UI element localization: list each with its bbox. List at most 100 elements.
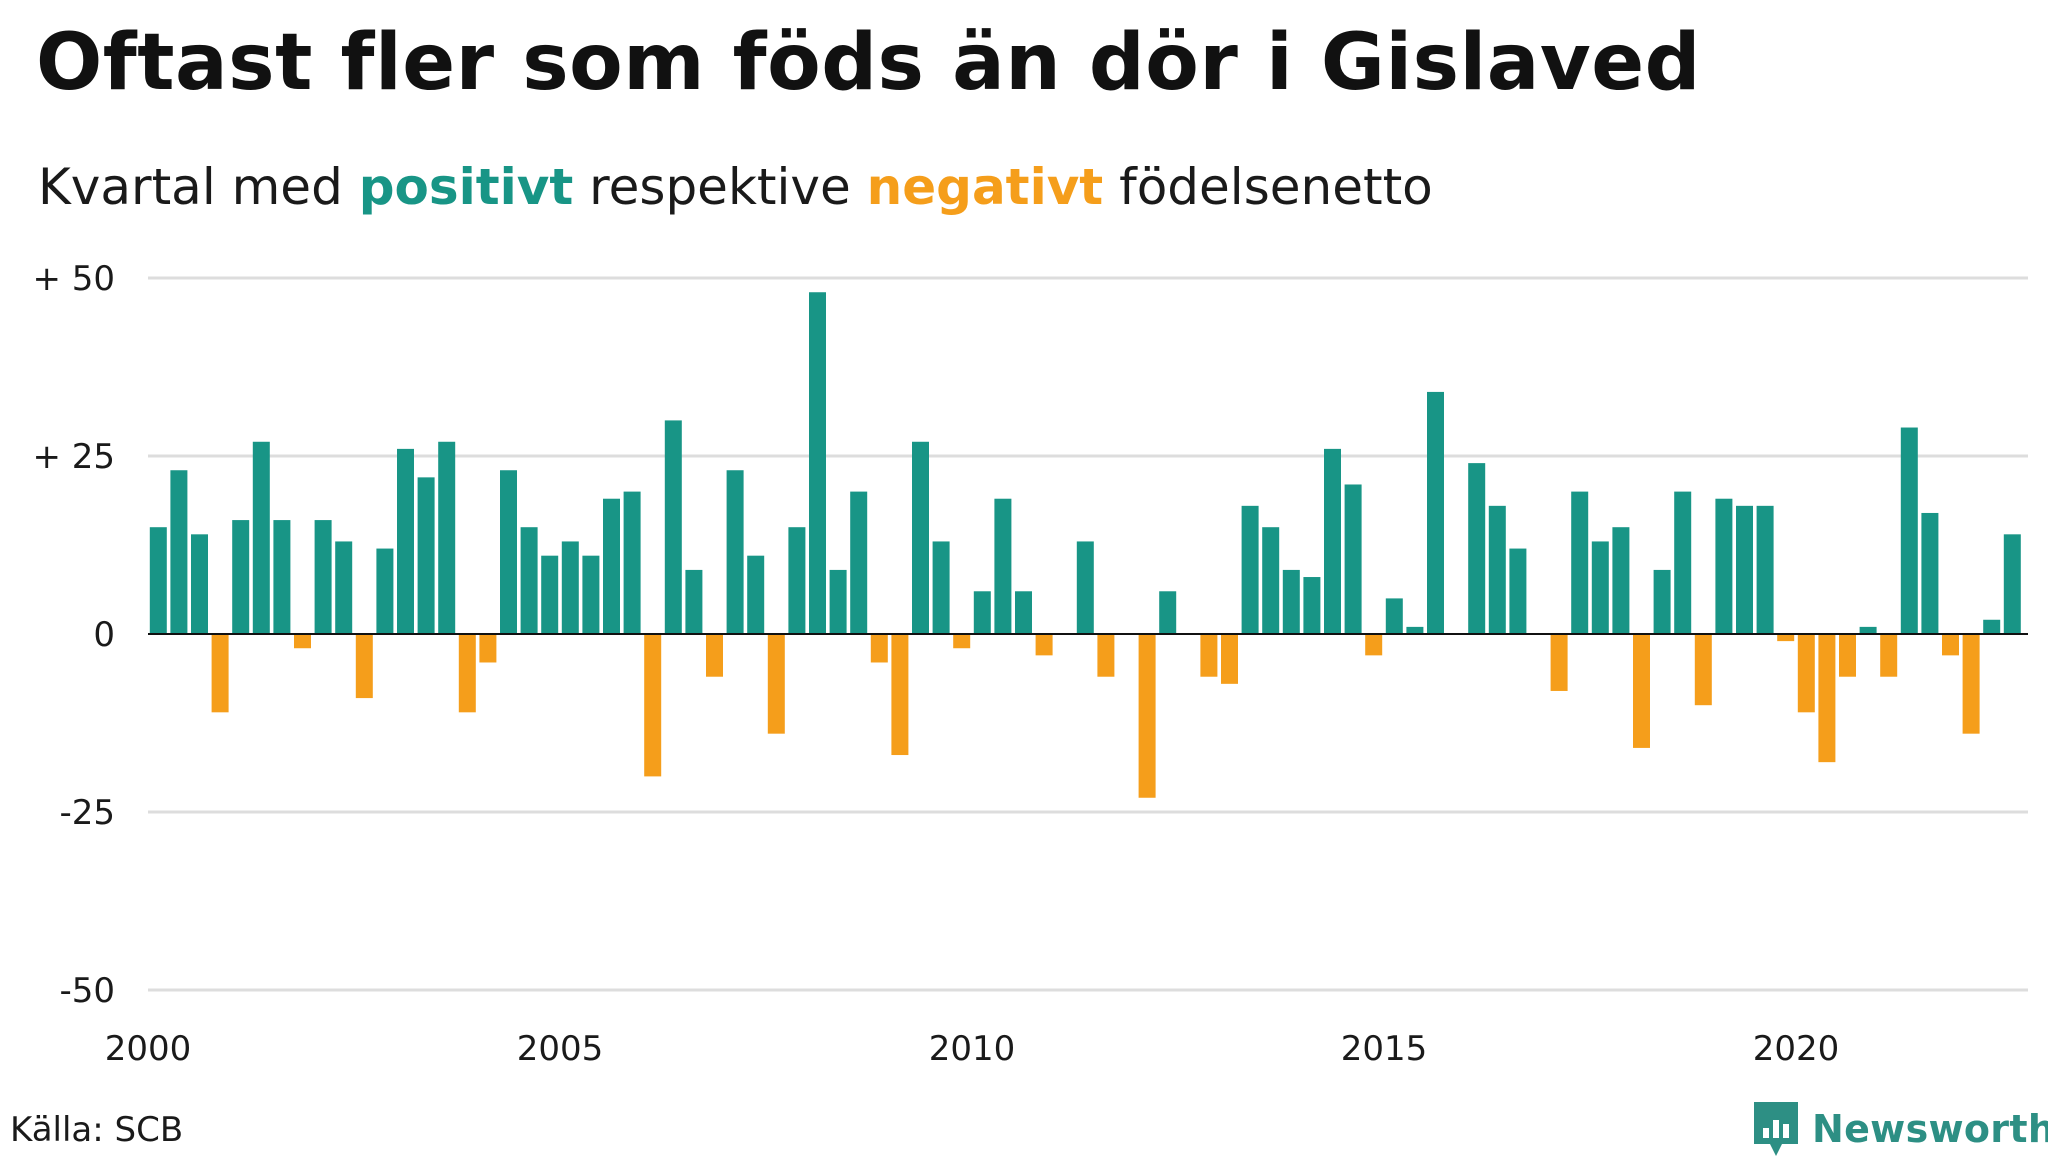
bar-2010q2: [994, 498, 1012, 634]
bar-2015q1: [1385, 598, 1403, 634]
bar-2019q2: [1736, 505, 1753, 634]
brand-logo: Newsworthy: [1754, 1102, 2048, 1156]
bar-2016q2: [1488, 505, 1506, 634]
bar-2004q1: [479, 634, 497, 663]
bars: [149, 292, 2021, 798]
bar-2020q2: [1818, 634, 1836, 763]
chart-subtitle: Kvartal med positivt respektive negativt…: [38, 158, 1433, 216]
bar-2013q1: [1221, 634, 1238, 684]
x-tick-label: 2005: [517, 1029, 604, 1069]
bar-2013q4: [1282, 569, 1300, 634]
bar-2006q1: [644, 634, 662, 777]
bar-2013q2: [1241, 505, 1259, 634]
bar-2000q3: [191, 534, 208, 634]
bar-2018q2: [1653, 569, 1671, 634]
bar-2007q4: [788, 527, 806, 634]
bar-2000q2: [170, 470, 188, 634]
bar-2014q4: [1365, 634, 1383, 656]
bar-2005q1: [561, 541, 579, 634]
source-note: Källa: SCB: [10, 1110, 184, 1150]
bar-2011q3: [1097, 634, 1115, 677]
bar-2003q3: [438, 441, 456, 634]
bar-2008q4: [870, 634, 888, 663]
bar-2004q2: [500, 470, 517, 634]
x-tick-label: 2020: [1753, 1029, 1840, 1069]
bar-2007q3: [767, 634, 785, 734]
bar-2010q1: [973, 591, 991, 634]
bar-2022q1: [1962, 634, 1980, 734]
bar-2001q2: [252, 441, 270, 634]
bar-2019q3: [1756, 505, 1774, 634]
y-tick-label: + 25: [32, 437, 115, 477]
bar-2002q4: [376, 548, 394, 634]
bar-2017q2: [1571, 491, 1589, 634]
x-tick-label: 2010: [929, 1029, 1016, 1069]
bar-2005q3: [603, 498, 620, 634]
bar-2002q2: [335, 541, 353, 634]
subtitle-prefix: Kvartal med: [38, 158, 359, 216]
bar-2013q3: [1262, 527, 1280, 634]
bar-2010q3: [1015, 591, 1032, 634]
bar-2000q1: [149, 527, 167, 634]
bar-2016q3: [1509, 548, 1527, 634]
x-tick-label: 2015: [1341, 1029, 1428, 1069]
bar-2020q3: [1839, 634, 1856, 677]
chart-title: Oftast fler som föds än dör i Gislaved: [36, 18, 1701, 108]
bar-2012q2: [1159, 591, 1177, 634]
bar-2002q3: [355, 634, 373, 699]
bar-2018q4: [1694, 634, 1712, 706]
bar-2019q1: [1715, 498, 1733, 634]
bar-2008q2: [829, 569, 847, 634]
bar-2022q3: [2003, 534, 2021, 634]
bar-2017q1: [1550, 634, 1568, 691]
y-tick-label-zero: 0: [93, 615, 115, 655]
bar-2008q1: [809, 292, 826, 634]
bar-2022q2: [1983, 619, 2001, 634]
bar-2003q1: [397, 448, 414, 634]
bar-2014q2: [1324, 448, 1341, 634]
bar-2001q4: [294, 634, 311, 649]
bar-2021q4: [1942, 634, 1959, 656]
gridlines: [148, 276, 2028, 992]
bar-2008q3: [850, 491, 868, 634]
bar-2010q4: [1035, 634, 1053, 656]
bar-2017q4: [1612, 527, 1630, 634]
subtitle-negative-word: negativt: [866, 158, 1104, 216]
bar-2001q1: [232, 520, 250, 634]
bar-2011q2: [1076, 541, 1094, 634]
bar-2012q4: [1200, 634, 1218, 677]
y-tick-label: -25: [59, 793, 115, 833]
bar-2005q4: [623, 491, 641, 634]
bar-2012q1: [1138, 634, 1156, 798]
bar-2018q1: [1633, 634, 1650, 748]
y-tick-label: -50: [59, 971, 115, 1011]
bar-2006q3: [685, 569, 703, 634]
brand-name: Newsworthy: [1812, 1107, 2048, 1151]
bar-2018q3: [1674, 491, 1692, 634]
bar-2016q1: [1468, 463, 1486, 634]
bar-2020q4: [1859, 626, 1877, 634]
bar-2007q1: [726, 470, 744, 634]
bar-2009q2: [912, 441, 929, 634]
subtitle-suffix: födelsenetto: [1103, 158, 1433, 216]
bar-2019q4: [1777, 634, 1795, 642]
bar-2003q4: [458, 634, 476, 713]
bar-2014q3: [1344, 484, 1362, 634]
bar-2000q4: [211, 634, 229, 713]
bar-2021q3: [1921, 512, 1939, 634]
x-tick-label: 2000: [105, 1029, 192, 1069]
bar-2006q4: [706, 634, 723, 677]
bar-2020q1: [1797, 634, 1815, 713]
bar-2001q3: [273, 520, 291, 634]
bar-2005q2: [582, 555, 600, 634]
y-tick-label: + 50: [32, 259, 115, 299]
bar-2017q3: [1591, 541, 1609, 634]
bar-2004q4: [541, 555, 559, 634]
bar-2002q1: [314, 520, 332, 634]
bar-2003q2: [417, 477, 435, 634]
bar-2015q3: [1427, 391, 1444, 634]
bar-2021q2: [1900, 427, 1918, 634]
bar-2004q3: [520, 527, 538, 634]
newsworthy-logo-icon: [1754, 1102, 1798, 1156]
